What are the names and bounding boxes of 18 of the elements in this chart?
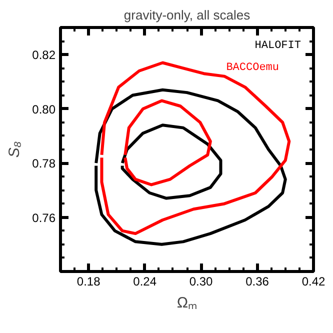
legend-label: HALOFIT [254, 39, 301, 53]
x-tick-label: 0.18 [76, 274, 101, 288]
y-tick-label: 0.82 [32, 48, 56, 62]
line-series [100, 61, 291, 236]
line-series [94, 88, 287, 246]
x-axis-title: Ωₘ [176, 294, 198, 312]
x-tick-label: 0.24 [133, 274, 157, 288]
x-tick-label: 0.36 [246, 274, 270, 288]
line-series [124, 99, 212, 186]
x-tick-label: 0.30 [189, 274, 214, 288]
y-tick-label: 0.76 [32, 210, 56, 225]
line-series [120, 124, 222, 200]
x-tick-label: 0.42 [302, 274, 326, 288]
y-tick-label: 0.78 [32, 156, 56, 171]
series-label: BACCOemu [226, 61, 279, 75]
y-axis-title: S₈ [6, 141, 24, 158]
y-tick-label: 0.80 [32, 102, 56, 116]
chart-title: gravity-only, all scales [124, 8, 251, 22]
